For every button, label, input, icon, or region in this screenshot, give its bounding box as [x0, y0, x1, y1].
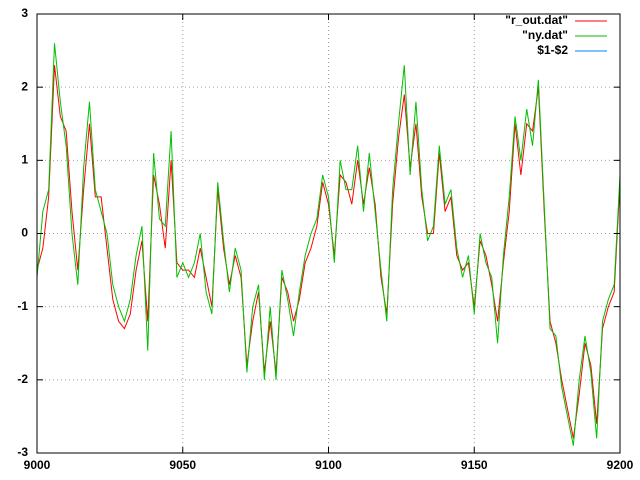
- y-tick-label: -1: [17, 299, 28, 313]
- legend-label: $1-$2: [537, 43, 568, 57]
- y-tick-label: -2: [17, 372, 28, 386]
- x-tick-label: 9000: [24, 458, 51, 472]
- y-tick-label: 2: [21, 79, 28, 93]
- grid: [36, 13, 621, 454]
- plot-lines: [37, 43, 620, 446]
- y-tick-label: -3: [17, 445, 28, 459]
- plot-border: [36, 13, 621, 454]
- x-tick-label: 9050: [169, 458, 196, 472]
- y-tick-label: 1: [21, 153, 28, 167]
- series-line: [37, 65, 620, 439]
- axes: -3 -2 -1 0 1 2 3 9000 9050 9100 9150 9200 "r_out.dat…: [17, 6, 633, 472]
- legend-label: "r_out.dat": [505, 13, 568, 27]
- y-tick-label: 3: [21, 6, 28, 20]
- x-tick-label: 9150: [461, 458, 488, 472]
- series-line: [37, 43, 620, 446]
- y-tick-label: 0: [21, 226, 28, 240]
- legend-label: "ny.dat": [522, 28, 568, 42]
- x-tick-label: 9100: [315, 458, 342, 472]
- x-tick-label: 9200: [607, 458, 634, 472]
